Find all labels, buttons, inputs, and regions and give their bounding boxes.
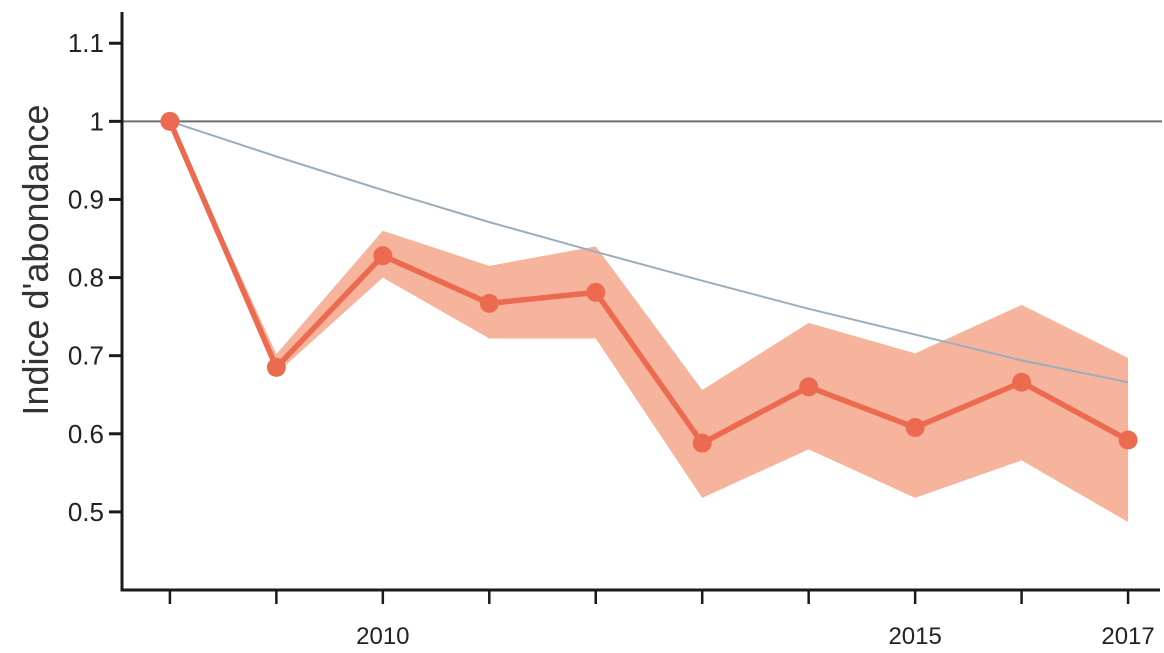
data-point-0-8 <box>1012 372 1032 392</box>
y-tick-label-3: 0.8 <box>68 263 104 293</box>
data-point-0-1 <box>266 357 286 377</box>
data-point-0-5 <box>692 433 712 453</box>
y-tick-label-2: 0.7 <box>68 341 104 371</box>
data-points <box>160 111 1138 453</box>
data-point-0-9 <box>1118 430 1138 450</box>
data-point-0-4 <box>586 282 606 302</box>
y-tick-label-4: 0.9 <box>68 184 104 214</box>
trend-lines <box>169 120 1129 384</box>
confidence-bands <box>169 121 1129 523</box>
y-axis-ticks: 0.5 0.6 0.7 0.8 0.9 1 1.1 <box>68 28 122 527</box>
series-line-0 <box>167 118 1131 446</box>
x-tick-label-2: 2010 <box>356 623 409 650</box>
y-tick-label-6: 1.1 <box>68 28 104 58</box>
data-point-0-0 <box>160 111 180 131</box>
y-axis-label: Indice d'abondance <box>15 104 56 415</box>
y-tick-label-1: 0.6 <box>68 419 104 449</box>
confidence-band-0 <box>169 121 1129 523</box>
y-tick-label-0: 0.5 <box>68 497 104 527</box>
data-point-0-3 <box>479 293 499 313</box>
x-axis-ticks: 2010 2015 2017 <box>168 590 1155 650</box>
axes <box>120 12 1160 592</box>
x-tick-label-7: 2015 <box>888 623 941 650</box>
x-tick-label-9: 2017 <box>1101 623 1154 650</box>
data-point-0-6 <box>799 377 819 397</box>
y-tick-label-5: 1 <box>90 106 104 136</box>
data-point-0-7 <box>905 418 925 438</box>
series-lines <box>167 118 1131 446</box>
trend-line-1 <box>169 120 1129 384</box>
data-point-0-2 <box>373 246 393 266</box>
